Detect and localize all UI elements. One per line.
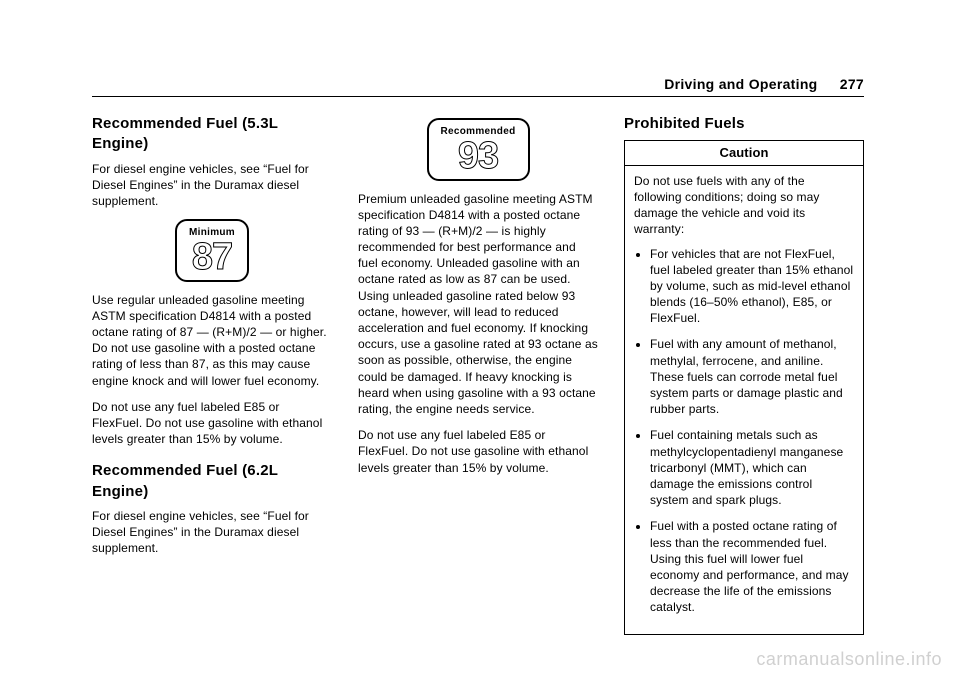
- caution-item: Fuel containing metals such as methylcyc…: [650, 427, 854, 508]
- column-3: Prohibited Fuels Caution Do not use fuel…: [624, 112, 864, 642]
- octane-87-value: 87: [192, 236, 232, 278]
- caution-heading: Caution: [625, 141, 863, 166]
- heading-53l: Recommended Fuel (5.3L Engine): [92, 114, 332, 155]
- page-number: 277: [840, 76, 864, 92]
- octane-badge-frame: Recommended 93: [427, 118, 530, 181]
- p-62l-e85: Do not use any fuel labeled E85 or FlexF…: [358, 427, 598, 476]
- caution-item: Fuel with any amount of methanol, methyl…: [650, 336, 854, 417]
- p-53l-e85: Do not use any fuel labeled E85 or FlexF…: [92, 399, 332, 448]
- octane-87-badge: Minimum 87: [92, 219, 332, 282]
- octane-badge-frame: Minimum 87: [175, 219, 249, 282]
- caution-body: Do not use fuels with any of the followi…: [625, 166, 863, 635]
- p-53l-use: Use regular unleaded gasoline meeting AS…: [92, 292, 332, 389]
- caution-item: For vehicles that are not FlexFuel, fuel…: [650, 246, 854, 327]
- content-columns: Recommended Fuel (5.3L Engine) For diese…: [92, 112, 864, 642]
- column-1: Recommended Fuel (5.3L Engine) For diese…: [92, 112, 332, 642]
- header-rule: [92, 96, 864, 97]
- caution-item: Fuel with a posted octane rating of less…: [650, 518, 854, 615]
- octane-93-value: 93: [458, 135, 498, 177]
- caution-list: For vehicles that are not FlexFuel, fuel…: [634, 246, 854, 616]
- column-2: Recommended 93 Premium unleaded gasoline…: [358, 112, 598, 642]
- caution-box: Caution Do not use fuels with any of the…: [624, 140, 864, 635]
- heading-62l: Recommended Fuel (6.2L Engine): [92, 461, 332, 502]
- caution-intro: Do not use fuels with any of the followi…: [634, 173, 854, 238]
- p-62l-diesel: For diesel engine vehicles, see “Fuel fo…: [92, 508, 332, 557]
- section-title: Driving and Operating: [664, 76, 817, 92]
- heading-prohibited: Prohibited Fuels: [624, 114, 864, 134]
- p-53l-diesel: For diesel engine vehicles, see “Fuel fo…: [92, 161, 332, 210]
- octane-93-badge: Recommended 93: [358, 118, 598, 181]
- p-62l-use: Premium unleaded gasoline meeting ASTM s…: [358, 191, 598, 418]
- running-head: Driving and Operating 277: [664, 76, 864, 92]
- watermark: carmanualsonline.info: [756, 649, 942, 670]
